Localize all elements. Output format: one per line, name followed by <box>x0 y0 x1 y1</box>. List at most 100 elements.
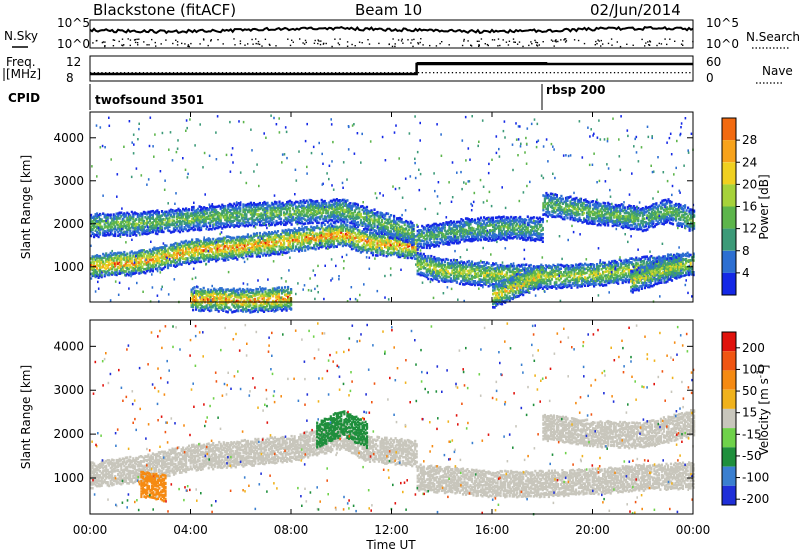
power-echo-cell <box>393 242 396 245</box>
power-echo-cell <box>230 224 233 227</box>
power-echo-cell <box>91 255 94 258</box>
power-echo-cell <box>182 228 185 231</box>
power-echo-cell <box>126 260 129 264</box>
power-echo-cell <box>96 231 99 234</box>
nsearch-point <box>133 39 136 41</box>
power-echo-cell <box>364 235 367 238</box>
nsearch-point <box>210 40 212 42</box>
power-echo-cell <box>412 233 415 236</box>
power-echo-cell <box>185 243 188 247</box>
power-echo-cell <box>135 218 138 221</box>
power-echo-cell <box>301 236 304 239</box>
power-echo-cell <box>222 205 225 208</box>
power-echo-cell <box>207 254 210 257</box>
nsearch-point <box>378 42 380 45</box>
power-echo-cell <box>138 226 141 229</box>
nsearch-point <box>264 38 267 40</box>
power-echo-cell <box>236 221 239 224</box>
power-echo-cell <box>218 215 221 218</box>
nsearch-point <box>564 41 567 43</box>
power-echo-cell <box>145 221 148 225</box>
power-echo-cell <box>132 212 135 215</box>
power-echo-cell <box>347 244 350 247</box>
power-echo-cell <box>239 241 242 245</box>
power-echo-cell <box>133 258 136 262</box>
nave-point <box>93 72 96 74</box>
power-echo-cell <box>323 244 326 247</box>
power-echo-cell <box>261 237 265 241</box>
power-echo-cell <box>147 216 150 219</box>
power-echo-cell <box>175 209 179 212</box>
power-echo-cell <box>93 274 96 277</box>
power-echo-cell <box>135 269 138 273</box>
nave-point <box>380 72 382 74</box>
nsearch-point <box>429 44 431 47</box>
power-echo-cell <box>396 251 399 255</box>
power-echo-cell <box>314 226 317 230</box>
power-echo-cell <box>163 263 167 267</box>
power-echo-cell <box>296 237 299 241</box>
power-echo-cell <box>106 222 109 225</box>
power-echo-cell <box>145 269 148 273</box>
power-echo-cell <box>338 237 341 240</box>
power-echo-cell <box>192 228 195 232</box>
power-echo-cell <box>281 247 284 251</box>
nave-point <box>470 72 472 74</box>
power-echo-cell <box>231 236 234 240</box>
power-echo-cell <box>311 221 314 225</box>
power-echo-cell <box>198 257 201 260</box>
power-echo-cell <box>221 222 224 225</box>
power-echo-cell <box>215 259 218 263</box>
power-echo-cell <box>186 211 189 215</box>
power-echo-cell <box>192 253 195 257</box>
power-echo-cell <box>328 226 331 230</box>
power-echo-cell <box>222 209 225 213</box>
nsearch-point <box>542 41 544 43</box>
nave-point <box>387 72 389 74</box>
power-echo-cell <box>295 233 298 236</box>
power-echo-cell <box>346 229 349 233</box>
power-echo-cell <box>322 239 325 243</box>
power-echo-cell <box>206 215 209 219</box>
power-echo-cell <box>219 207 222 211</box>
power-echo-cell <box>298 249 301 253</box>
power-echo-cell <box>123 258 126 261</box>
power-echo-cell <box>234 224 237 227</box>
power-echo-cell <box>182 249 185 253</box>
power-echo-cell <box>90 257 93 260</box>
power-echo-cell <box>276 230 280 233</box>
power-echo-cell <box>228 202 231 206</box>
power-echo-cell <box>227 206 230 209</box>
power-echo-cell <box>132 254 135 258</box>
power-echo-cell <box>111 217 114 221</box>
power-echo-cell <box>124 270 127 273</box>
power-echo-cell <box>151 223 154 227</box>
power-echo-cell <box>218 225 221 229</box>
nave-point <box>252 72 254 74</box>
power-echo-cell <box>94 217 97 220</box>
power-echo-cell <box>162 261 165 264</box>
power-echo-cell <box>114 268 117 271</box>
power-echo-cell <box>234 246 237 249</box>
power-echo-cell <box>373 236 376 239</box>
power-echo-cell <box>172 223 176 226</box>
power-echo-cell <box>249 250 252 254</box>
power-echo-cell <box>118 217 121 220</box>
power-echo-cell <box>201 208 204 212</box>
power-echo-cell <box>206 207 209 210</box>
nave-point <box>606 72 608 74</box>
power-echo-cell <box>183 208 186 212</box>
power-echo-cell <box>335 228 338 231</box>
power-echo-cell <box>144 225 147 229</box>
power-echo-cell <box>245 248 248 251</box>
power-echo-cell <box>231 204 234 208</box>
power-echo-cell <box>231 246 234 250</box>
power-echo-cell <box>130 269 133 273</box>
power-echo-cell <box>302 229 305 233</box>
station-title: Blackstone (fitACF) <box>93 1 236 19</box>
power-echo-cell <box>412 248 415 251</box>
power-echo-cell <box>340 231 343 235</box>
power-echo-cell <box>415 241 418 245</box>
power-echo-cell <box>365 235 369 238</box>
power-echo-cell <box>124 220 127 224</box>
